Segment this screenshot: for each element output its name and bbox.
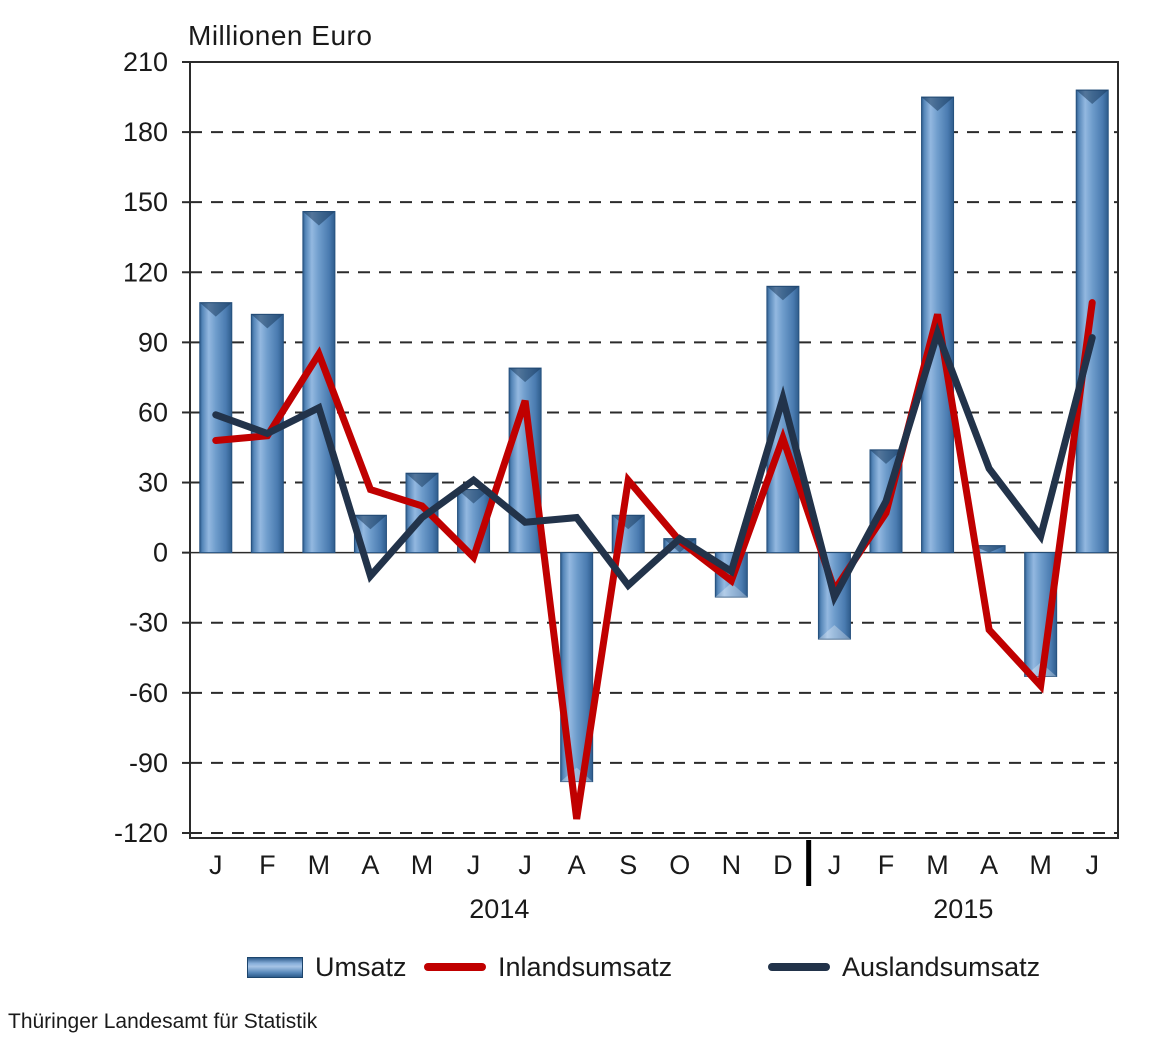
line-swatch-icon: [424, 963, 486, 971]
y-axis-tick-label: 60: [138, 397, 168, 427]
month-label: A: [980, 850, 998, 880]
y-axis-tick-label: -120: [114, 818, 168, 848]
month-label: M: [411, 850, 434, 880]
bar-top-cap: [766, 286, 799, 301]
month-label: J: [828, 850, 842, 880]
bar-top-cap: [1076, 90, 1109, 105]
month-label: A: [361, 850, 379, 880]
bar-swatch-icon: [247, 956, 303, 978]
y-axis-tick-label: 150: [123, 187, 168, 217]
y-axis-tick-label: -60: [129, 678, 168, 708]
month-label: O: [669, 850, 690, 880]
bar-top-cap: [406, 473, 438, 488]
y-axis-tick-label: -30: [129, 608, 168, 638]
bar-series-umsatz: [199, 89, 1109, 783]
legend-item-umsatz: Umsatz: [247, 949, 407, 985]
legend-item-auslandsumsatz: Auslandsumsatz: [768, 949, 1040, 985]
month-label: A: [568, 850, 586, 880]
bar-top-cap: [199, 302, 232, 317]
legend-item-inlandsumsatz: Inlandsumsatz: [424, 949, 672, 985]
legend-label: Umsatz: [315, 951, 407, 982]
y-axis-tick-label: 180: [123, 117, 168, 147]
y-axis-tick-label: -90: [129, 748, 168, 778]
month-label: J: [518, 850, 532, 880]
chart-title: Millionen Euro: [188, 20, 373, 51]
bar-bottom-cap: [818, 625, 851, 640]
month-label: N: [722, 850, 742, 880]
year-label: 2014: [469, 894, 529, 924]
bar: [766, 285, 800, 554]
y-axis-labels: 210 180 150 120 90 60 30 0 -30 -60 -90 -120: [114, 47, 168, 848]
bar-top-cap: [509, 368, 542, 383]
bar: [199, 302, 233, 554]
line-series-auslandsumsatz: [212, 322, 1096, 607]
y-axis-tick-label: 30: [138, 468, 168, 498]
plot-frame: [189, 61, 1119, 839]
y-axis-tick-label: 0: [153, 538, 168, 568]
month-label: S: [619, 850, 637, 880]
month-label: J: [467, 850, 481, 880]
month-label: J: [209, 850, 223, 880]
chart-area: 210 180 150 120 90 60 30 0 -30 -60 -90 -120 J F M A M J J A…: [114, 47, 1119, 924]
bar-bottom-cap: [715, 583, 748, 598]
y-axis-tick-label: 90: [138, 327, 168, 357]
bar-top-cap: [457, 489, 490, 504]
month-label: D: [773, 850, 793, 880]
month-label: M: [308, 850, 331, 880]
source-attribution: Thüringer Landesamt für Statistik: [8, 1010, 318, 1033]
bar-top-cap: [973, 545, 1006, 553]
month-label: J: [1085, 850, 1099, 880]
line-swatch-icon: [768, 963, 830, 971]
gridlines: [182, 61, 1118, 834]
bar-top-cap: [921, 97, 954, 112]
line-series-inlandsumsatz: [212, 299, 1096, 820]
bar-top-cap: [251, 314, 284, 329]
year-label: 2015: [933, 894, 993, 924]
y-axis-tick-label: 210: [123, 47, 168, 77]
legend-label: Auslandsumsatz: [842, 951, 1041, 982]
chart-legend: Umsatz Inlandsumsatz Auslandsumsatz: [0, 949, 1173, 985]
month-label: M: [926, 850, 949, 880]
bar-top-cap: [870, 449, 902, 464]
month-label: F: [878, 850, 895, 880]
legend-label: Inlandsumsatz: [498, 951, 673, 982]
bar-top-cap: [302, 211, 335, 226]
bar-top-cap: [354, 515, 387, 530]
month-label: F: [259, 850, 276, 880]
y-axis-tick-label: 120: [123, 257, 168, 287]
month-label: M: [1029, 850, 1052, 880]
